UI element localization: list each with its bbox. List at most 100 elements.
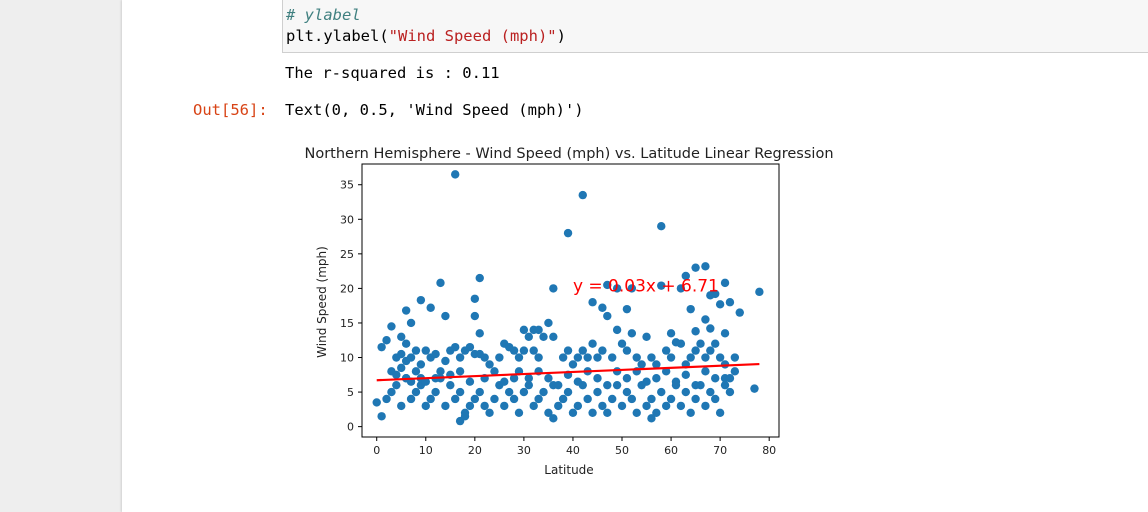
data-point [509, 394, 519, 404]
data-point [691, 380, 700, 390]
data-point [519, 325, 529, 335]
data-point [715, 353, 725, 362]
data-point [593, 387, 602, 397]
data-point [455, 387, 465, 397]
data-point [652, 374, 661, 383]
data-point [490, 394, 499, 404]
code-comment: # ylabel [286, 6, 361, 24]
data-point [661, 367, 671, 376]
data-point [686, 353, 695, 362]
data-point [441, 311, 450, 321]
data-point [686, 304, 695, 314]
data-point [509, 346, 519, 355]
data-point [495, 353, 504, 362]
data-point [622, 387, 632, 397]
data-point [706, 324, 715, 333]
data-point [549, 332, 558, 341]
data-point [514, 408, 524, 418]
data-point [588, 339, 597, 348]
data-point [603, 280, 612, 290]
data-point [627, 284, 637, 293]
x-tick-label: 0 [373, 444, 380, 457]
data-point [617, 339, 627, 348]
data-point [642, 401, 651, 411]
data-point [441, 356, 450, 366]
data-point [661, 401, 671, 411]
data-point [583, 353, 592, 362]
data-point [593, 353, 602, 362]
data-point [524, 380, 533, 390]
data-point [603, 380, 612, 390]
y-axis-label: Wind Speed (mph) [315, 246, 329, 358]
data-point [411, 387, 421, 397]
data-point [563, 346, 573, 355]
data-point [578, 346, 587, 355]
data-point [406, 318, 416, 328]
data-point [568, 360, 578, 369]
data-point [392, 370, 401, 379]
data-point [686, 408, 695, 418]
data-point [401, 339, 411, 348]
data-point [392, 380, 401, 390]
data-point [451, 394, 460, 404]
data-point [701, 315, 710, 324]
y-tick-label: 30 [340, 213, 354, 226]
data-point [549, 284, 558, 293]
data-point [426, 303, 435, 312]
y-tick-label: 35 [340, 179, 354, 192]
data-point [480, 353, 489, 362]
data-point [544, 374, 553, 383]
x-tick-label: 80 [762, 444, 776, 457]
data-point [706, 291, 715, 300]
data-point [622, 374, 632, 383]
data-point [725, 374, 735, 383]
data-point [534, 353, 543, 362]
data-point [470, 294, 480, 303]
data-point [715, 408, 725, 418]
data-point [475, 273, 484, 283]
data-point [455, 353, 465, 362]
data-point [509, 374, 519, 383]
data-point [622, 346, 632, 355]
data-point [637, 360, 646, 369]
data-point [647, 353, 656, 362]
data-point [441, 401, 450, 411]
data-point [544, 318, 553, 328]
data-point [598, 401, 607, 411]
data-point [706, 387, 715, 397]
data-point [720, 329, 730, 338]
data-point [377, 412, 386, 421]
data-point [436, 367, 445, 376]
data-point [411, 367, 421, 376]
data-point [711, 394, 720, 404]
data-point [578, 190, 587, 200]
data-point [539, 387, 548, 397]
data-point [451, 342, 460, 352]
data-point [519, 387, 529, 397]
data-point [647, 394, 656, 404]
y-tick-label: 5 [347, 386, 354, 399]
data-point [706, 346, 715, 355]
code-call-line: plt.ylabel("Wind Speed (mph)") [286, 27, 566, 45]
code-string: "Wind Speed (mph)" [388, 27, 557, 45]
data-point [465, 342, 475, 352]
data-point [568, 408, 578, 418]
data-point [666, 353, 676, 362]
data-point [500, 377, 509, 386]
data-point [617, 401, 627, 411]
data-point [460, 412, 470, 421]
data-point [642, 377, 651, 386]
data-point [563, 387, 573, 397]
data-point [549, 414, 558, 423]
data-point [701, 353, 710, 362]
data-point [500, 401, 509, 411]
data-point [691, 346, 700, 355]
data-point [485, 360, 494, 369]
data-point [711, 339, 720, 348]
data-point [465, 401, 475, 411]
data-point [696, 339, 705, 348]
code-input-cell[interactable]: # ylabel plt.ylabel("Wind Speed (mph)") [282, 0, 1148, 53]
data-point [691, 394, 700, 404]
data-point [446, 380, 455, 390]
